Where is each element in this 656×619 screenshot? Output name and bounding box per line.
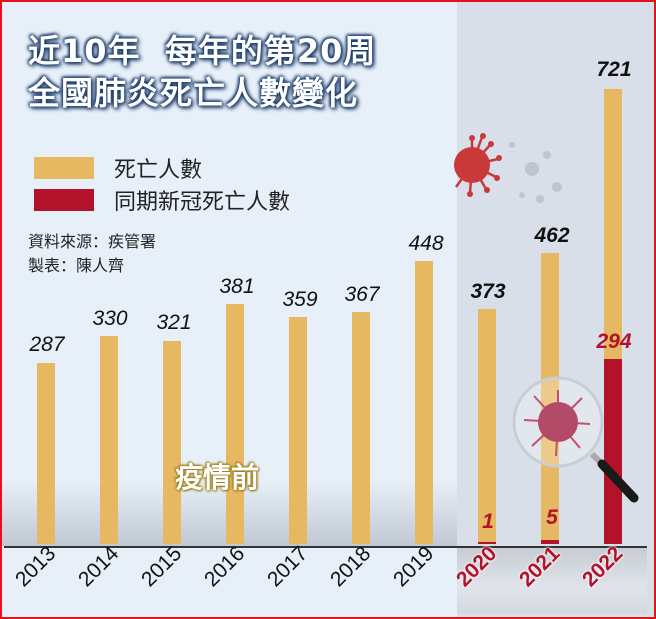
x-tick-2015: 2015 [137, 541, 187, 592]
bar-2013 [37, 363, 55, 544]
bar-2015 [163, 341, 181, 544]
legend-swatch-deaths [34, 157, 94, 179]
value-label-2022: 721 [596, 58, 632, 81]
value-label-2018: 367 [344, 283, 380, 306]
value-label-2020: 373 [470, 280, 506, 303]
value-label-2021: 462 [534, 224, 570, 247]
value-label-2014: 330 [92, 307, 128, 330]
data-source: 資料來源：疾管署 [28, 232, 157, 251]
x-axis-line [4, 546, 647, 548]
magnifier-virus-icon [512, 376, 639, 503]
title-line-1: 近10年 每年的第20周 [28, 32, 377, 70]
pandemic-axis-background [457, 546, 647, 614]
x-tick-2016: 2016 [200, 541, 250, 592]
title-line-2: 全國肺炎死亡人數變化 [28, 74, 359, 112]
value-label-2019: 448 [408, 232, 444, 255]
x-tick-2019: 2019 [389, 541, 439, 592]
value-label-2016: 381 [219, 275, 255, 298]
covid-bar-2021 [541, 540, 559, 544]
x-tick-2018: 2018 [326, 541, 376, 592]
bar-2016 [226, 304, 244, 544]
legend-label-deaths: 死亡人數 [114, 158, 203, 183]
x-tick-2014: 2014 [74, 541, 124, 592]
source-note: 資料來源：疾管署 製表：陳人齊 [28, 230, 156, 278]
covid-value-label-2022: 294 [596, 330, 632, 353]
covid-value-label-2021: 5 [546, 506, 558, 529]
made-by: 製表：陳人齊 [28, 256, 125, 275]
value-label-2017: 359 [282, 288, 318, 311]
legend-item-covid-deaths: 同期新冠死亡人數 [34, 184, 290, 216]
bar-2021 [541, 253, 559, 544]
covid-value-label-2020: 1 [482, 510, 494, 533]
value-label-2013: 287 [29, 333, 65, 356]
covid-bar-2020 [478, 542, 496, 544]
x-tick-2017: 2017 [263, 541, 313, 592]
virus-icon [454, 133, 562, 203]
pre-pandemic-label: 疫情前 [175, 461, 260, 494]
legend-label-covid-deaths: 同期新冠死亡人數 [114, 190, 291, 215]
bar-2019 [415, 261, 433, 544]
covid-bar-2022 [604, 359, 622, 544]
legend-item-deaths: 死亡人數 [34, 152, 290, 184]
bar-2018 [352, 312, 370, 544]
bar-2014 [100, 336, 118, 544]
chart-title: 近10年 每年的第20周 全國肺炎死亡人數變化 [28, 30, 376, 114]
x-tick-2013: 2013 [11, 541, 61, 592]
legend: 死亡人數 同期新冠死亡人數 [34, 152, 290, 216]
bar-2017 [289, 317, 307, 544]
value-label-2015: 321 [156, 311, 192, 334]
bar-2020 [478, 309, 496, 544]
legend-swatch-covid-deaths [34, 189, 94, 211]
